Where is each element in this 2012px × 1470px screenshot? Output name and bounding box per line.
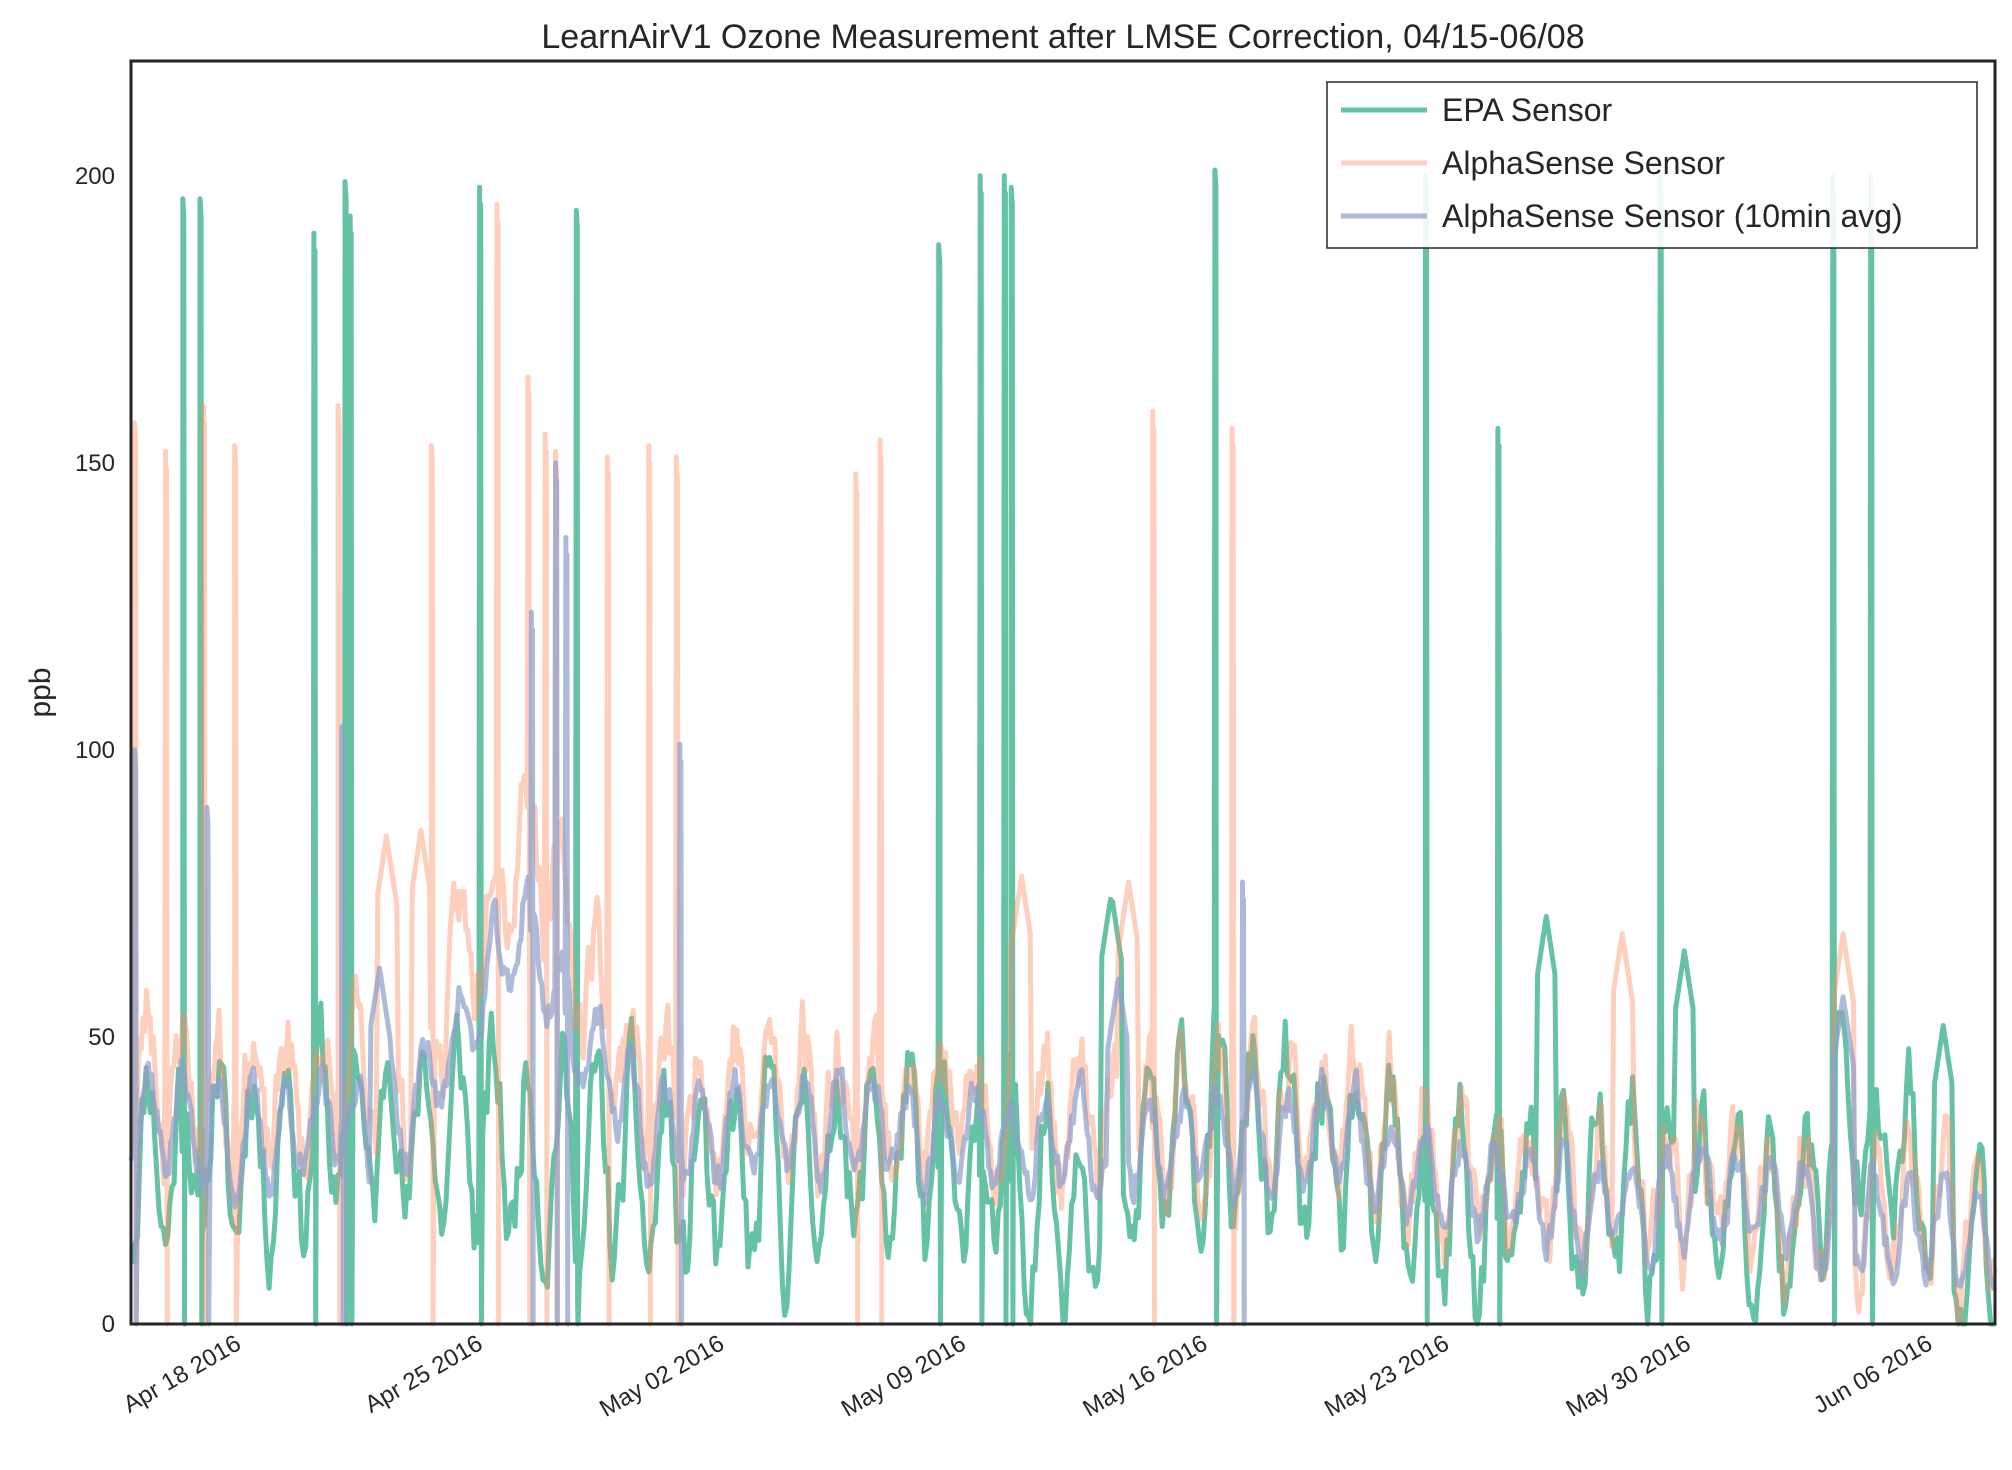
- legend-label: EPA Sensor: [1442, 92, 1613, 128]
- legend: EPA Sensor AlphaSense Sensor AlphaSense Se…: [1326, 81, 1978, 249]
- x-tick-label: May 16 2016: [1078, 1330, 1212, 1423]
- y-tick-label: 0: [102, 1311, 115, 1338]
- x-tick-label: Apr 18 2016: [119, 1330, 246, 1419]
- y-tick-label: 50: [88, 1024, 115, 1051]
- series-line-3: [128, 460, 1998, 1327]
- y-tick-label: 100: [75, 737, 115, 764]
- y-tick-label: 200: [75, 163, 115, 190]
- x-axis: Apr 18 2016 Apr 25 2016 May 02 2016 May 09 …: [119, 1330, 1937, 1423]
- x-tick-label: Jun 06 2016: [1809, 1330, 1937, 1419]
- y-axis: 0 50 100 150 200: [75, 163, 115, 1338]
- chart-title: LearnAirV1 Ozone Measurement after LMSE …: [541, 18, 1584, 56]
- legend-label: AlphaSense Sensor: [1442, 145, 1725, 181]
- y-axis-label: ppb: [24, 667, 57, 717]
- x-tick-label: May 09 2016: [837, 1330, 971, 1423]
- x-tick-label: May 30 2016: [1562, 1330, 1696, 1423]
- x-tick-label: May 23 2016: [1320, 1330, 1454, 1423]
- series-line-2: [130, 202, 1998, 1327]
- legend-label: AlphaSense Sensor (10min avg): [1442, 198, 1903, 234]
- legend-box: [1326, 81, 1978, 249]
- x-tick-label: Apr 25 2016: [360, 1330, 487, 1419]
- y-tick-label: 150: [75, 450, 115, 477]
- plot-frame: [129, 59, 1997, 1326]
- series-layer: [128, 167, 1998, 1327]
- x-tick-label: May 02 2016: [595, 1330, 729, 1423]
